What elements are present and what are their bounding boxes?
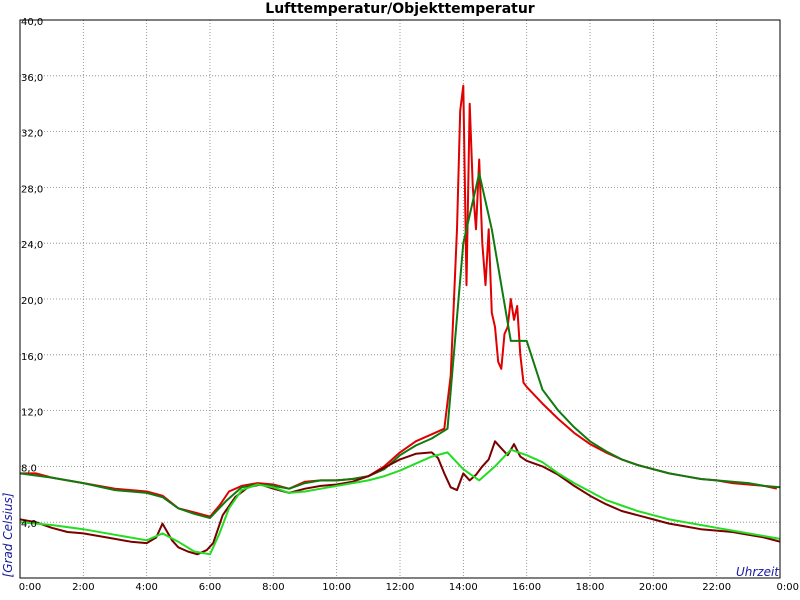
x-tick-label: 16:00 bbox=[512, 582, 541, 593]
series-line-3 bbox=[19, 440, 781, 556]
x-tick-label: 0:00 bbox=[777, 582, 799, 593]
x-tick-label: 22:00 bbox=[702, 582, 731, 593]
x-tick-label: 14:00 bbox=[449, 582, 478, 593]
chart-title: Lufttemperatur/Objekttemperatur bbox=[265, 1, 535, 17]
series-line-4 bbox=[19, 448, 781, 556]
x-tick-label: 4:00 bbox=[135, 582, 157, 593]
y-tick-label: 28,0 bbox=[21, 184, 43, 195]
x-tick-label: 6:00 bbox=[199, 582, 221, 593]
series-line-1 bbox=[20, 84, 778, 518]
y-tick-label: 12,0 bbox=[21, 408, 43, 419]
x-tick-label: 8:00 bbox=[262, 582, 284, 593]
x-tick-label: 20:00 bbox=[639, 582, 668, 593]
y-axis-label: [Grad Celsius] bbox=[1, 492, 15, 577]
grid bbox=[19, 19, 781, 578]
x-tick-label: 18:00 bbox=[576, 582, 605, 593]
x-tick-label: 10:00 bbox=[322, 582, 351, 593]
y-tick-label: 36,0 bbox=[21, 73, 43, 84]
y-tick-label: 40,0 bbox=[21, 17, 43, 28]
y-tick-label: 32,0 bbox=[21, 129, 43, 140]
x-tick-label: 0:00 bbox=[19, 582, 41, 593]
y-tick-label: 8,0 bbox=[21, 463, 37, 474]
plot-frame bbox=[19, 19, 781, 579]
x-tick-label: 2:00 bbox=[72, 582, 94, 593]
y-tick-label: 24,0 bbox=[21, 240, 43, 251]
y-tick-label: 20,0 bbox=[21, 296, 43, 307]
y-tick-label: 16,0 bbox=[21, 352, 43, 363]
y-tick-label: 4,0 bbox=[21, 519, 37, 530]
x-axis-label: Uhrzeit bbox=[736, 565, 780, 579]
series-line-2 bbox=[19, 172, 781, 519]
x-tick-label: 12:00 bbox=[386, 582, 415, 593]
series-group bbox=[19, 84, 781, 556]
tick-labels: 0:00 2:00 4:00 6:00 8:00 10:00 12:00 14:00 16:00… bbox=[19, 17, 799, 593]
